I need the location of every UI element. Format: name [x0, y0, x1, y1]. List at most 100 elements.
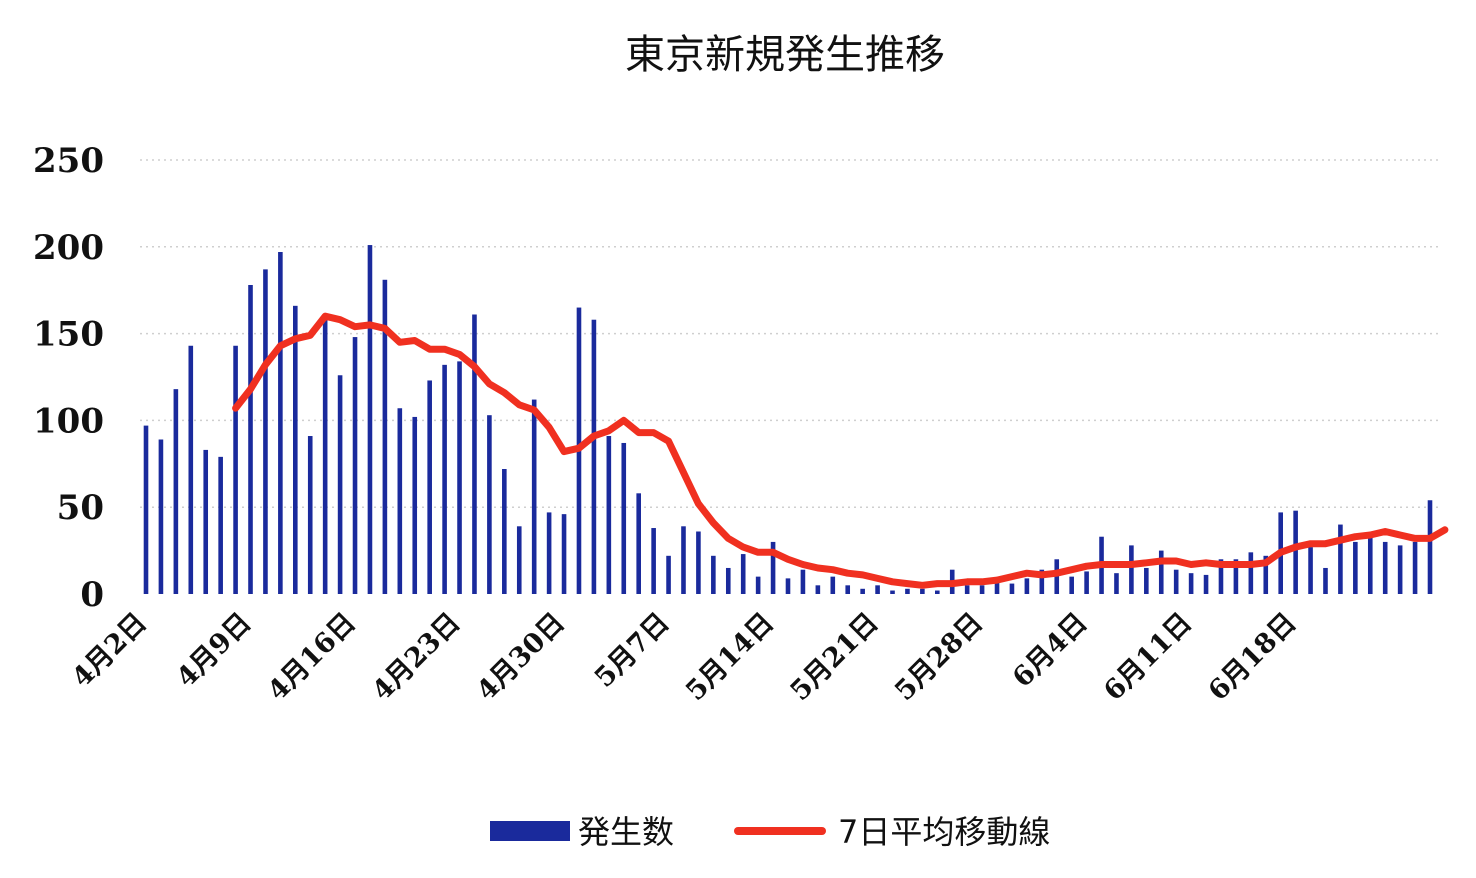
bar — [173, 389, 179, 594]
bar — [472, 314, 477, 594]
bar — [367, 245, 373, 594]
grid — [140, 159, 1440, 508]
bar — [1397, 545, 1403, 594]
bar — [785, 578, 791, 594]
bar — [158, 439, 164, 594]
y-axis-tick-labels: 0 50 100 150 200 250 — [33, 141, 104, 615]
bar — [322, 319, 328, 594]
bar — [860, 588, 865, 594]
bar — [1129, 545, 1134, 594]
legend-label-line: 7日平均移動線 — [838, 813, 1050, 851]
bar — [681, 526, 686, 594]
bar — [307, 436, 313, 594]
bar — [711, 555, 716, 594]
bar — [621, 442, 627, 594]
bar — [1084, 571, 1089, 594]
legend: 発生数 7日平均移動線 — [490, 813, 1050, 851]
bar — [427, 380, 432, 594]
bar — [531, 399, 537, 594]
bar — [143, 425, 149, 594]
x-tick-label: 6月4日 — [1007, 607, 1094, 694]
bar — [1233, 559, 1239, 594]
bar — [1382, 541, 1388, 594]
bar — [382, 279, 388, 594]
bar — [1218, 559, 1224, 594]
bar — [1263, 555, 1269, 594]
bar-series — [143, 245, 1433, 594]
bar — [815, 585, 821, 594]
bar — [203, 449, 209, 594]
bar — [1323, 567, 1328, 594]
bar — [1039, 569, 1045, 594]
bar — [1367, 533, 1373, 594]
bar — [502, 469, 507, 594]
bar — [442, 364, 447, 594]
bar — [1203, 574, 1209, 594]
bar — [457, 361, 462, 594]
bar — [1353, 541, 1358, 594]
x-tick-label: 4月16日 — [262, 607, 362, 707]
chart-title: 東京新規発生推移 — [625, 32, 945, 78]
y-tick-label: 250 — [33, 141, 104, 181]
moving-average-line — [232, 312, 1449, 589]
bar — [606, 436, 612, 594]
bar — [890, 590, 895, 594]
bar — [845, 585, 851, 594]
bar — [725, 567, 731, 594]
bar — [920, 588, 925, 594]
bar — [1188, 573, 1194, 594]
bar — [1158, 550, 1164, 594]
bar — [740, 554, 746, 594]
moving-average-series — [232, 312, 1449, 589]
bar — [770, 541, 776, 594]
bar — [1009, 583, 1015, 594]
x-tick-label: 5月28日 — [889, 607, 989, 707]
bar — [487, 415, 492, 594]
bar — [755, 576, 761, 594]
bar — [233, 345, 238, 594]
bar — [1144, 567, 1149, 594]
bar — [293, 305, 298, 594]
bar — [1069, 576, 1074, 594]
bar — [696, 531, 701, 594]
y-tick-label: 200 — [33, 228, 104, 268]
legend-label-bars: 発生数 — [578, 813, 674, 851]
bar — [964, 585, 970, 594]
bar — [1308, 547, 1313, 594]
bar — [666, 555, 671, 594]
bar — [1173, 569, 1179, 594]
bar — [337, 375, 343, 594]
bar — [979, 585, 985, 594]
x-tick-label: 5月21日 — [785, 607, 885, 707]
x-tick-label: 4月30日 — [471, 607, 571, 707]
bar — [1293, 510, 1298, 594]
x-tick-label: 6月11日 — [1098, 607, 1198, 707]
x-tick-label: 4月2日 — [66, 607, 153, 694]
bar — [1412, 541, 1418, 594]
bar — [830, 576, 836, 594]
x-tick-label: 5月7日 — [589, 607, 676, 694]
bar — [561, 514, 567, 594]
bar — [248, 284, 253, 594]
x-tick-label: 4月9日 — [171, 607, 258, 694]
legend-swatch-bars — [490, 821, 570, 841]
bar — [278, 252, 283, 594]
bar — [188, 345, 194, 594]
bar — [1427, 500, 1433, 594]
bar — [651, 528, 656, 594]
x-tick-label: 6月18日 — [1203, 607, 1303, 707]
x-tick-label: 4月23日 — [367, 607, 467, 707]
y-tick-label: 150 — [33, 315, 104, 355]
bar — [636, 493, 641, 594]
bar — [352, 337, 358, 594]
bar — [875, 585, 880, 594]
y-tick-label: 50 — [57, 488, 104, 528]
bar — [994, 580, 1000, 594]
bar — [263, 269, 268, 594]
bar — [546, 512, 552, 594]
bar — [516, 526, 522, 594]
x-tick-label: 5月14日 — [680, 607, 780, 707]
bar — [1248, 552, 1254, 594]
x-axis-tick-labels: 4月2日 4月9日 4月16日 4月23日 4月30日 5月7日 5月14日 5月21日 5月2… — [66, 607, 1302, 707]
